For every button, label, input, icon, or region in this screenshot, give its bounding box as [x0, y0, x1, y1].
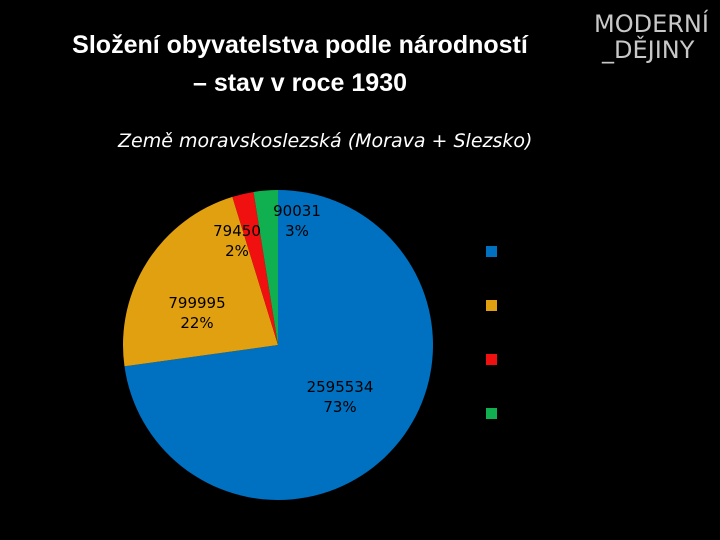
data-label-value-0: 2595534 [307, 378, 374, 396]
chart-title: Složení obyvatelstva podle národností – … [20, 26, 580, 102]
legend-swatch-0 [486, 246, 497, 257]
legend-label-2: polská [503, 351, 552, 369]
legend-swatch-2 [486, 354, 497, 365]
data-label-value-3: 90031 [273, 202, 321, 220]
legend-label-3: ostatní včetně cizinců [503, 405, 611, 443]
legend-swatch-1 [486, 300, 497, 311]
legend-swatch-3 [486, 408, 497, 419]
legend-label-0: československá [503, 243, 620, 261]
chart-title-line2: – stav v roce 1930 [192, 69, 408, 97]
data-label-percent-1: 22% [180, 314, 213, 332]
logo-line2: _DĚJINY [602, 36, 695, 64]
legend: československá německá polská ostatní včetn… [486, 0, 716, 540]
pie-slice-0 [124, 190, 434, 501]
data-label-percent-2: 2% [225, 242, 249, 260]
pie-slice-2 [232, 191, 278, 345]
chart-title-line1: Složení obyvatelstva podle národností [72, 31, 528, 59]
logo: MODERNÍ _DĚJINY [594, 10, 716, 70]
chart-subtitle: Země moravskoslezská (Morava + Slezsko) [118, 130, 533, 152]
pie-slice-1 [123, 196, 278, 367]
data-label-value-1: 799995 [168, 294, 225, 312]
data-label-percent-3: 3% [285, 222, 309, 240]
logo-line1: MODERNÍ [594, 10, 709, 38]
data-label-percent-0: 73% [323, 398, 356, 416]
legend-label-1: německá [503, 297, 572, 315]
data-label-value-2: 79450 [213, 222, 261, 240]
pie-slice-3 [253, 190, 278, 345]
